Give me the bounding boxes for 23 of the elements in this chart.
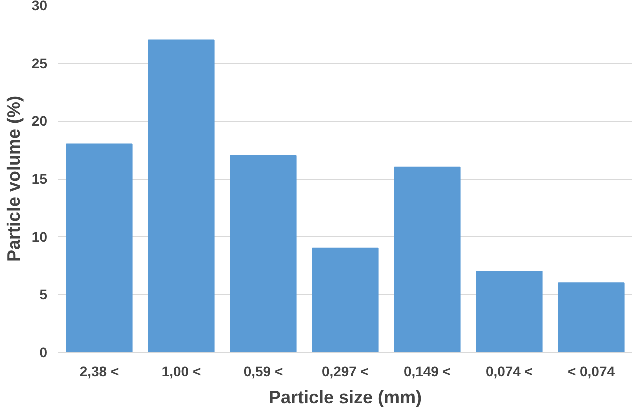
x-tick-label: 0,297 < <box>322 364 370 380</box>
bar <box>558 282 625 352</box>
x-tick-label: 2,38 < <box>80 364 120 380</box>
bar <box>394 166 461 352</box>
bar <box>66 144 133 352</box>
bar <box>476 271 543 352</box>
y-tick-label: 20 <box>32 113 48 130</box>
x-tick-label: 0,074 < <box>486 364 534 380</box>
x-tick-label: < 0,074 <box>568 364 616 380</box>
x-tick-label: 0,59 < <box>244 364 284 380</box>
y-tick-label: 10 <box>32 228 48 245</box>
y-axis-title: Particle volume (%) <box>4 96 24 262</box>
x-tick-label: 1,00 < <box>162 364 202 380</box>
y-tick-label: 30 <box>32 0 48 14</box>
y-tick-label: 25 <box>32 55 48 72</box>
bar <box>148 40 215 352</box>
x-tick-label: 0,149 < <box>404 364 452 380</box>
y-tick-label: 5 <box>40 286 48 303</box>
bar <box>312 248 379 352</box>
y-tick-label: 0 <box>40 344 48 360</box>
x-axis-title: Particle size (mm) <box>268 388 422 408</box>
y-tick-label: 15 <box>32 171 48 187</box>
bar <box>230 155 297 352</box>
